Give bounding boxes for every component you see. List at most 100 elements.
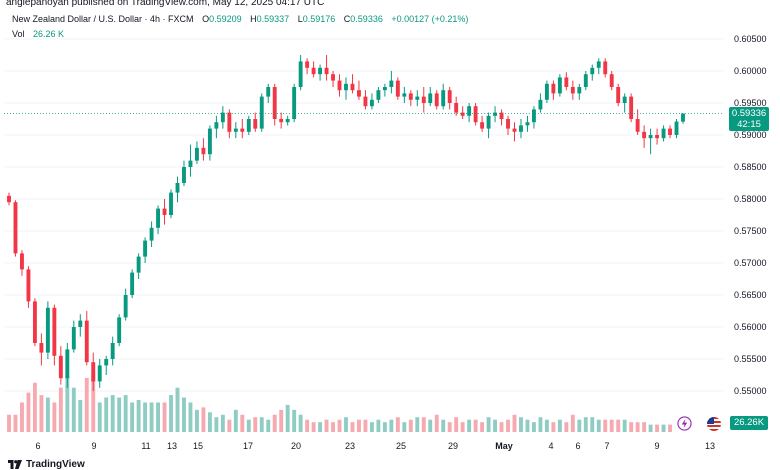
- us-flag-icon[interactable]: [707, 417, 721, 431]
- volume-bar: [395, 417, 400, 432]
- volume-bar: [45, 397, 50, 432]
- volume-bar: [71, 387, 76, 432]
- volume-bar: [130, 402, 135, 432]
- candle-body: [143, 240, 148, 257]
- symbol-label[interactable]: New Zealand Dollar / U.S. Dollar · 4h · …: [12, 14, 194, 24]
- candle-body: [557, 77, 562, 94]
- volume-bar: [175, 387, 180, 432]
- volume-bar: [616, 419, 621, 432]
- candle-body: [376, 90, 381, 100]
- volume-label[interactable]: Vol: [12, 29, 25, 39]
- volume-bar: [65, 375, 70, 432]
- candle-body: [188, 160, 193, 167]
- candle-body: [305, 61, 310, 68]
- candle-body: [104, 359, 109, 366]
- candle-body: [58, 355, 63, 379]
- volume-bar: [506, 419, 510, 432]
- volume-bar: [97, 402, 102, 432]
- volume-bar: [609, 419, 614, 432]
- high-label: H: [250, 14, 257, 24]
- last-price-value: 0.59336: [731, 108, 767, 119]
- volume-bar: [512, 414, 517, 432]
- y-tick-label: 0.57500: [734, 226, 767, 236]
- change-value: +0.00127 (+0.21%): [391, 14, 469, 24]
- volume-bar: [110, 395, 115, 432]
- volume-bar: [149, 402, 154, 432]
- volume-bar: [117, 397, 122, 432]
- volume-bar: [169, 395, 173, 432]
- candle-body: [661, 128, 666, 139]
- volume-bar: [363, 419, 368, 432]
- volume-bar: [538, 417, 543, 432]
- volume-bar: [305, 419, 310, 432]
- candle-body: [674, 121, 679, 135]
- volume-bar: [531, 422, 536, 432]
- lightning-icon[interactable]: [677, 416, 692, 431]
- close-value: 0.59336: [350, 14, 383, 24]
- close-label: C: [343, 14, 351, 24]
- y-tick-label: 0.56500: [734, 290, 767, 300]
- volume-bar: [486, 417, 491, 432]
- candle-body: [292, 87, 297, 119]
- volume-bar: [91, 372, 96, 432]
- candle-body: [538, 99, 543, 110]
- brand: TradingView: [8, 459, 85, 470]
- candle-body: [506, 119, 510, 129]
- y-tick-label: 0.59500: [734, 98, 767, 108]
- volume-bar: [311, 422, 316, 432]
- volume-bar: [344, 417, 348, 432]
- volume-bar: [642, 422, 647, 432]
- volume-bar: [13, 414, 18, 432]
- volume-bar: [214, 417, 219, 432]
- candle-body: [175, 183, 180, 193]
- candle-body: [45, 307, 50, 353]
- candle-body: [357, 90, 361, 97]
- volume-bar: [577, 419, 582, 432]
- volume-bar: [7, 414, 11, 432]
- volume-bar: [525, 419, 530, 432]
- volume-bar: [26, 392, 31, 432]
- volume-bar: [357, 419, 361, 432]
- x-tick-label: 9: [91, 441, 96, 451]
- volume-bar: [182, 397, 186, 432]
- low-value: 0.59176: [302, 14, 336, 24]
- volume-bar: [415, 417, 420, 432]
- candle-body: [454, 103, 459, 113]
- candle-body: [564, 77, 569, 87]
- volume-bar: [622, 419, 627, 432]
- candle-body: [389, 80, 394, 87]
- x-tick-label: 17: [243, 441, 253, 451]
- volume-bar: [350, 422, 355, 432]
- volume-bar: [188, 402, 193, 432]
- last-price-tag: 0.59336 42:15: [729, 107, 769, 131]
- candle-body: [480, 122, 485, 129]
- candle-body: [609, 74, 614, 87]
- volume-bar: [266, 419, 271, 432]
- volume-bar: [279, 409, 284, 432]
- volume-bar: [298, 414, 303, 432]
- candle-body: [253, 119, 258, 129]
- x-tick-label: 25: [396, 441, 406, 451]
- candle-body: [428, 93, 433, 103]
- candle-body: [337, 80, 342, 91]
- volume-bar: [240, 414, 245, 432]
- candle-body: [130, 272, 135, 295]
- candle-body: [382, 87, 387, 91]
- high-value: 0.59337: [256, 14, 290, 24]
- candle-body: [421, 96, 426, 103]
- volume-bar: [156, 402, 161, 432]
- candle-body: [162, 208, 167, 215]
- candle-body: [635, 119, 640, 132]
- volume-bar: [337, 419, 342, 432]
- candle-body: [447, 90, 452, 103]
- candle-body: [52, 307, 57, 356]
- volume-bar: [661, 424, 666, 432]
- candle-body: [525, 122, 530, 126]
- candle-body: [285, 119, 290, 123]
- y-tick-label: 0.60500: [734, 34, 767, 44]
- volume-bar: [421, 417, 426, 432]
- volume-bar: [324, 419, 329, 432]
- candle-body: [603, 61, 608, 75]
- volume-bar: [220, 414, 225, 432]
